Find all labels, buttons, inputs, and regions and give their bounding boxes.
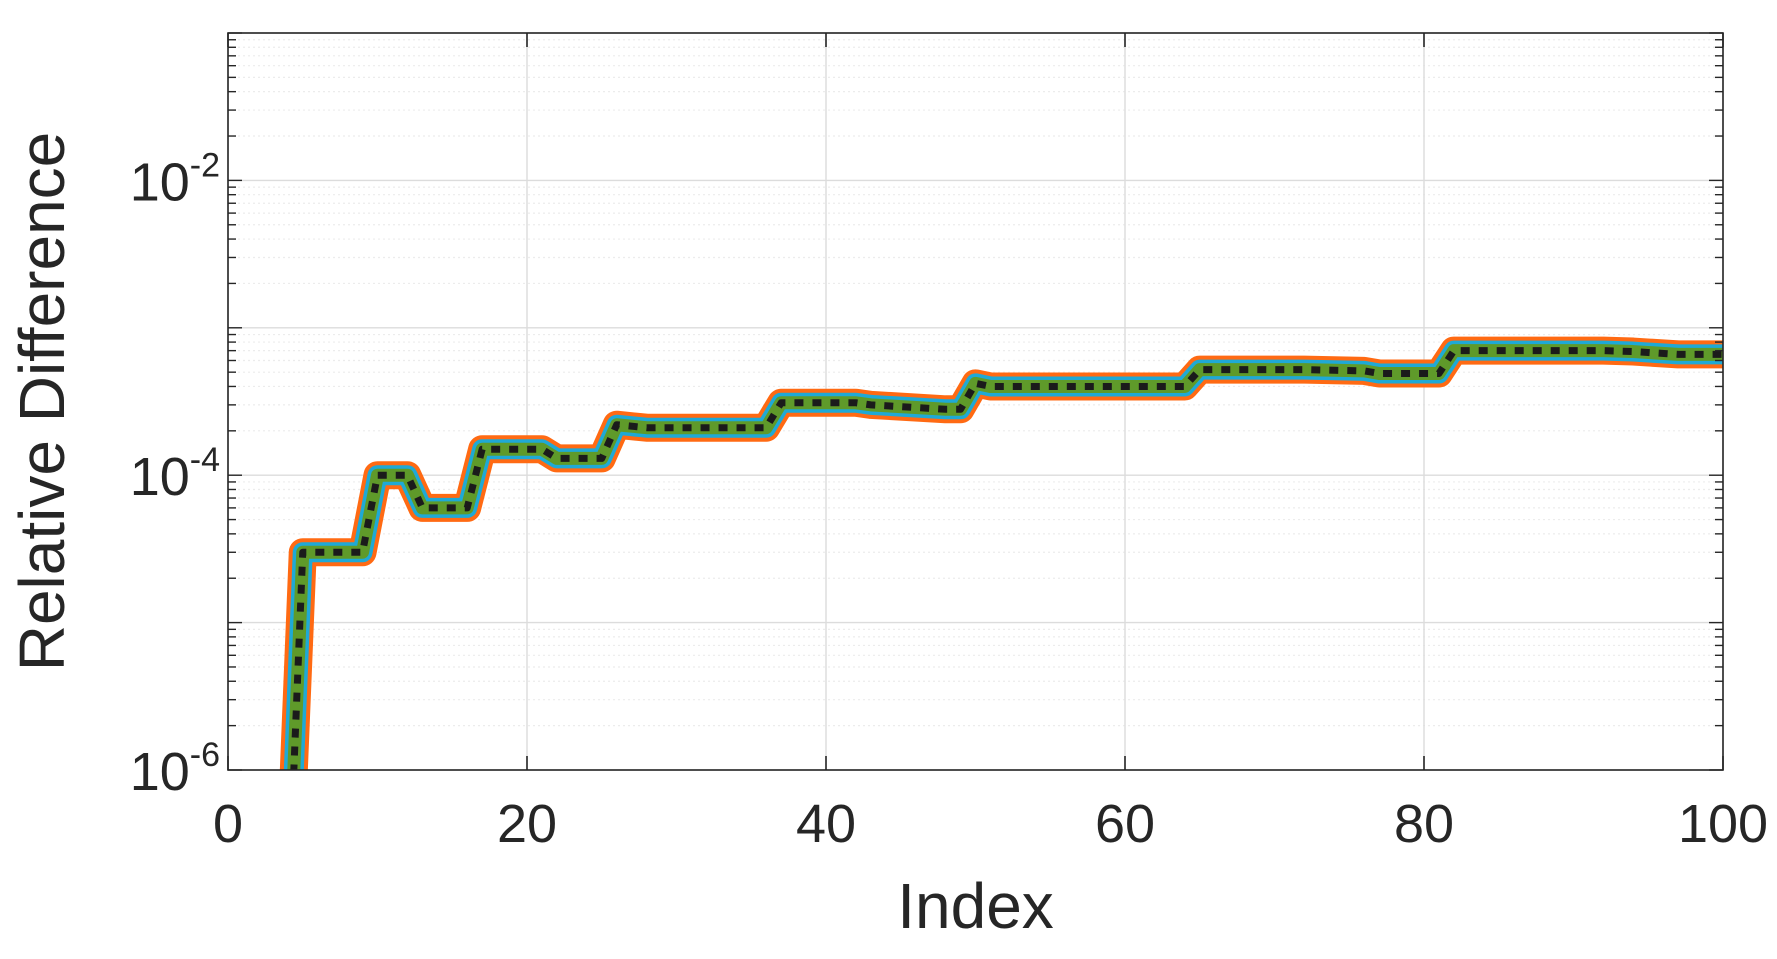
x-tick-label: 100: [1678, 794, 1768, 854]
data-series-line-4: [290, 347, 1723, 770]
x-tick-label: 20: [497, 794, 557, 854]
y-tick-label: 10-4: [130, 441, 220, 507]
x-axis-label: Index: [897, 870, 1054, 942]
series-layer: [279, 336, 1723, 770]
y-tick-label: 10-6: [130, 736, 220, 802]
x-tick-label: 40: [796, 794, 856, 854]
tick-layer: 0 20 40 60 80 100 10-6 10-4 10-2: [130, 146, 1768, 854]
x-tick-label: 80: [1394, 794, 1454, 854]
x-tick-label: 0: [213, 794, 243, 854]
plot-frame: [227, 32, 1724, 771]
axes-layer: [227, 32, 1724, 771]
x-tick-label: 60: [1095, 794, 1155, 854]
y-tick-label: 10-2: [130, 146, 220, 212]
y-axis-label: Relative Difference: [6, 132, 78, 672]
